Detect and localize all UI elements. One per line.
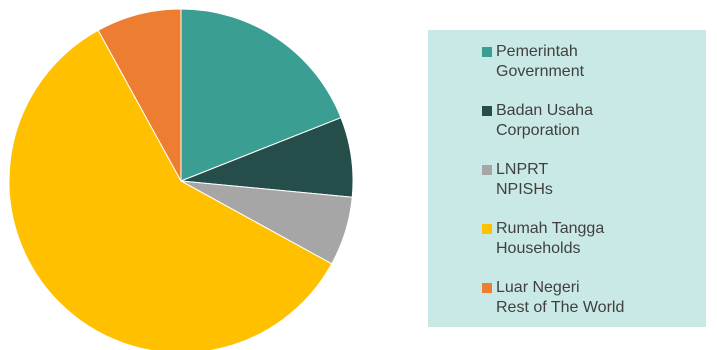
pie-slice-households <box>8 29 333 350</box>
legend-label-id: Luar Negeri <box>496 279 580 296</box>
legend-label-en: Government <box>496 63 585 80</box>
legend-label-id: Pemerintah <box>496 43 578 60</box>
legend-item-badan-usaha: Badan Usaha Corporation <box>482 101 706 160</box>
legend-label-en: Corporation <box>496 122 580 139</box>
legend-label-en: Households <box>496 240 581 257</box>
legend-label-id: Badan Usaha <box>496 102 593 119</box>
legend: Pemerintah Government Badan Usaha Corpor… <box>428 30 706 327</box>
legend-swatch <box>482 224 492 234</box>
legend-label-en: NPISHs <box>496 181 553 198</box>
legend-item-rumah-tangga: Rumah Tangga Households <box>482 219 706 278</box>
pie-slice-rest-of-the-world <box>97 8 182 182</box>
legend-swatch <box>482 165 492 175</box>
legend-swatch <box>482 283 492 293</box>
pie-slice-government <box>180 8 342 182</box>
legend-label-id: LNPRT <box>496 161 549 178</box>
legend-label-en: Rest of The World <box>496 299 625 316</box>
legend-item-lnprt: LNPRT NPISHs <box>482 160 706 219</box>
legend-label-id: Rumah Tangga <box>496 220 605 237</box>
pie-chart <box>8 8 354 350</box>
legend-swatch <box>482 106 492 116</box>
legend-item-luar-negeri: Luar Negeri Rest of The World <box>482 278 706 337</box>
legend-item-pemerintah: Pemerintah Government <box>482 42 706 101</box>
legend-swatch <box>482 47 492 57</box>
